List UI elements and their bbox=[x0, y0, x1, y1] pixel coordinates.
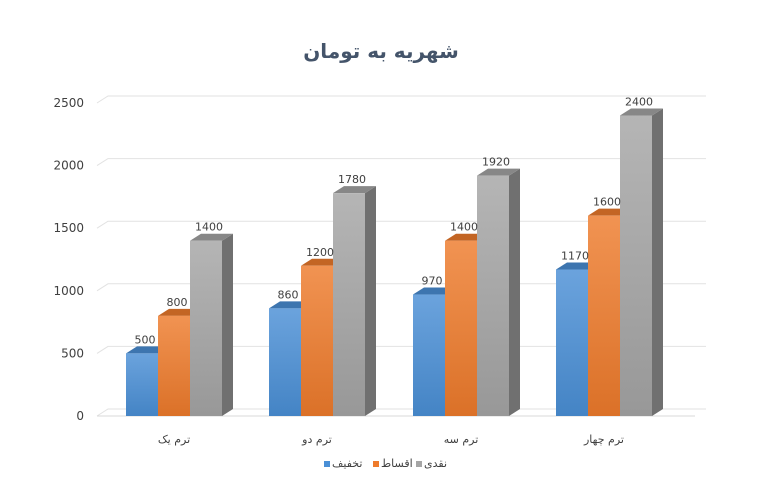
bar-top bbox=[190, 233, 233, 241]
gridline-2500 bbox=[96, 95, 706, 104]
bar-front bbox=[588, 215, 620, 416]
bar-front bbox=[301, 265, 333, 416]
legend-swatch bbox=[373, 461, 379, 467]
data-label: 1920 bbox=[482, 156, 510, 169]
bar-top bbox=[333, 186, 376, 194]
bar-front bbox=[620, 115, 652, 417]
x-axis-categories: ترم یک ترم دو ترم سه ترم چهار bbox=[158, 433, 624, 446]
data-label: 1400 bbox=[450, 221, 478, 234]
bar-top bbox=[477, 168, 520, 176]
y-tick-label: 0 bbox=[76, 409, 84, 423]
bar-front bbox=[269, 308, 301, 416]
data-label: 1600 bbox=[593, 196, 621, 209]
bar-front bbox=[556, 269, 588, 416]
y-axis-ticks: 0 500 1000 1500 2000 2500 bbox=[53, 96, 84, 423]
bar-top bbox=[620, 108, 663, 116]
legend: تخفیف اقساط نقدی bbox=[324, 457, 447, 470]
legend-label: نقدی bbox=[424, 457, 447, 470]
data-label: 1170 bbox=[561, 250, 589, 263]
legend-label: اقساط bbox=[381, 457, 413, 470]
legend-swatch bbox=[416, 461, 422, 467]
data-label: 1200 bbox=[306, 246, 334, 259]
bar-front bbox=[126, 353, 158, 416]
category-label: ترم دو bbox=[301, 433, 332, 446]
bars bbox=[126, 108, 663, 417]
y-tick-label: 1500 bbox=[53, 221, 84, 235]
chart-title: شهریه به تومان bbox=[303, 39, 459, 63]
data-label: 2400 bbox=[625, 96, 653, 109]
bar-front bbox=[333, 193, 365, 416]
data-label: 1780 bbox=[338, 173, 366, 186]
legend-label: تخفیف bbox=[332, 457, 362, 470]
y-tick-label: 2500 bbox=[53, 96, 84, 110]
data-labels: 500 800 1400 860 1200 1780 970 1400 1920 1170 1600… bbox=[135, 96, 654, 347]
data-label: 800 bbox=[167, 296, 188, 309]
data-label: 500 bbox=[135, 333, 156, 346]
bar-side bbox=[222, 233, 233, 416]
bar-front bbox=[413, 294, 445, 416]
legend-swatch bbox=[324, 461, 330, 467]
data-label: 860 bbox=[278, 288, 299, 301]
y-tick-label: 500 bbox=[61, 346, 84, 360]
bar-2-3 bbox=[333, 186, 376, 416]
category-label: ترم چهار bbox=[583, 433, 624, 446]
data-label: 1400 bbox=[195, 221, 223, 234]
y-tick-label: 1000 bbox=[53, 284, 84, 298]
bar-1-3 bbox=[190, 233, 233, 416]
gridline-2000 bbox=[96, 158, 706, 167]
bar-side bbox=[509, 168, 520, 416]
category-label: ترم یک bbox=[158, 433, 190, 446]
bar-side bbox=[365, 186, 376, 416]
bar-front bbox=[445, 240, 477, 416]
bar-front bbox=[158, 315, 190, 416]
bar-side bbox=[652, 108, 663, 417]
data-label: 970 bbox=[422, 275, 443, 288]
bar-3-3 bbox=[477, 168, 520, 416]
category-label: ترم سه bbox=[444, 433, 479, 446]
bar-4-3 bbox=[620, 108, 663, 417]
y-tick-label: 2000 bbox=[53, 159, 84, 173]
bar-front bbox=[190, 240, 222, 416]
bar-front bbox=[477, 175, 509, 416]
